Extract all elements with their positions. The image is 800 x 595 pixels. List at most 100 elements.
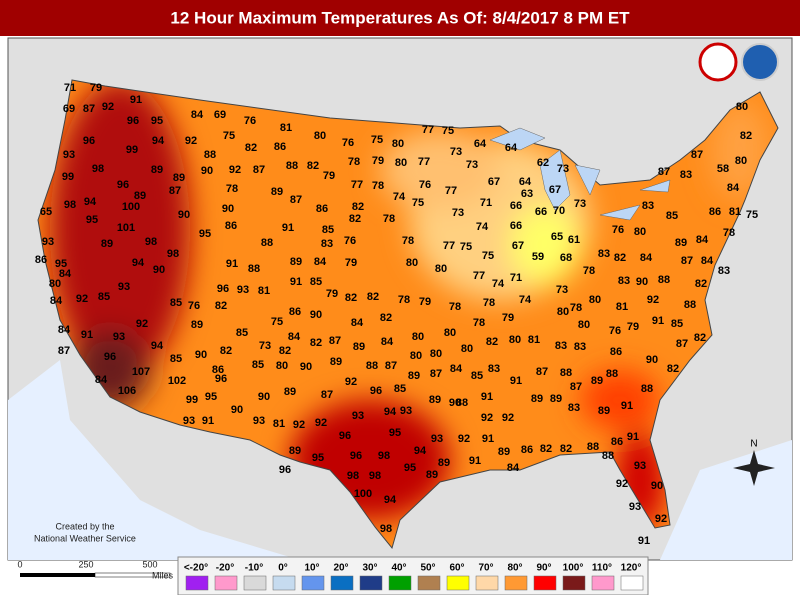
temperature-reading: 101 xyxy=(117,222,135,234)
temperature-reading: 95 xyxy=(205,391,217,403)
temperature-reading: 87 xyxy=(58,345,70,357)
legend-swatch xyxy=(272,575,296,591)
temperature-reading: 87 xyxy=(681,255,693,267)
temperature-reading: 81 xyxy=(616,301,628,313)
temperature-reading: 99 xyxy=(62,171,74,183)
temperature-reading: 75 xyxy=(442,125,454,137)
temperature-reading: 92 xyxy=(616,478,628,490)
temperature-reading: 83 xyxy=(321,238,333,250)
temperature-reading: 90 xyxy=(449,397,461,409)
legend-label: 40° xyxy=(391,563,406,574)
temperature-reading: 82 xyxy=(380,312,392,324)
temperature-reading: 88 xyxy=(602,450,614,462)
temperature-reading: 99 xyxy=(126,144,138,156)
temperature-reading: 83 xyxy=(555,340,567,352)
legend-swatch xyxy=(330,575,354,591)
temperature-reading: 80 xyxy=(557,306,569,318)
temperature-reading: 84 xyxy=(58,324,71,336)
temperature-reading: 93 xyxy=(253,415,265,427)
temperature-reading: 73 xyxy=(466,159,478,171)
temperature-reading: 87 xyxy=(570,381,582,393)
temperature-reading: 82 xyxy=(740,130,752,142)
temperature-reading: 73 xyxy=(574,198,586,210)
temperature-reading: 89 xyxy=(438,457,450,469)
temperature-reading: 94 xyxy=(84,196,97,208)
scale-label: 250 xyxy=(78,559,93,569)
temperature-reading: 91 xyxy=(627,431,639,443)
temperature-reading: 89 xyxy=(134,190,146,202)
temperature-reading: 90 xyxy=(153,264,165,276)
temperature-reading: 82 xyxy=(560,443,572,455)
temperature-reading: 80 xyxy=(435,263,447,275)
temperature-reading: 85 xyxy=(394,383,406,395)
temperature-reading: 80 xyxy=(410,350,422,362)
temperature-reading: 91 xyxy=(81,329,93,341)
temperature-reading: 67 xyxy=(549,184,561,196)
temperature-reading: 83 xyxy=(618,275,630,287)
temperature-reading: 69 xyxy=(63,103,75,115)
temperature-reading: 84 xyxy=(727,182,740,194)
temperature-reading: 80 xyxy=(412,331,424,343)
temperature-reading: 69 xyxy=(214,109,226,121)
temperature-reading: 93 xyxy=(118,281,130,293)
temperature-reading: 102 xyxy=(168,375,186,387)
temperature-reading: 89 xyxy=(101,238,113,250)
temperature-reading: 89 xyxy=(408,370,420,382)
temperature-reading: 78 xyxy=(570,302,582,314)
temperature-reading: 89 xyxy=(531,393,543,405)
temperature-reading: 88 xyxy=(286,160,298,172)
temperature-reading: 89 xyxy=(271,186,283,198)
temperature-reading: 84 xyxy=(351,317,364,329)
legend-swatch xyxy=(388,575,412,591)
temperature-reading: 80 xyxy=(735,155,747,167)
legend-label: 30° xyxy=(362,563,377,574)
temperature-reading: 88 xyxy=(261,237,273,249)
temperature-reading: 84 xyxy=(50,295,63,307)
temperature-reading: 89 xyxy=(284,386,296,398)
legend-swatch xyxy=(243,575,267,591)
legend-label: <-20° xyxy=(184,563,208,574)
temperature-reading: 87 xyxy=(430,368,442,380)
temperature-reading: 95 xyxy=(86,214,98,226)
legend-label: 100° xyxy=(563,563,584,574)
temperature-reading: 82 xyxy=(220,345,232,357)
legend-swatch xyxy=(359,575,383,591)
legend-swatch xyxy=(185,575,209,591)
temperature-reading: 88 xyxy=(684,299,696,311)
temperature-reading: 91 xyxy=(130,94,142,106)
temperature-reading: 78 xyxy=(583,265,595,277)
temperature-reading: 87 xyxy=(329,335,341,347)
temperature-reading: 79 xyxy=(419,296,431,308)
temperature-reading: 91 xyxy=(290,276,302,288)
legend-swatch xyxy=(533,575,557,591)
temperature-reading: 67 xyxy=(512,240,524,252)
temperature-reading: 100 xyxy=(354,488,372,500)
temperature-reading: 73 xyxy=(557,163,569,175)
temperature-reading: 82 xyxy=(614,252,626,264)
temperature-reading: 93 xyxy=(237,284,249,296)
temperature-reading: 77 xyxy=(443,240,455,252)
temperature-reading: 82 xyxy=(694,332,706,344)
temperature-reading: 81 xyxy=(258,285,270,297)
temperature-reading: 88 xyxy=(587,441,599,453)
temperature-reading: 77 xyxy=(445,185,457,197)
temperature-reading: 85 xyxy=(252,359,264,371)
legend-swatch xyxy=(417,575,441,591)
credit: Created by the xyxy=(55,521,114,531)
temperature-reading: 98 xyxy=(167,248,179,260)
temperature-reading: 78 xyxy=(383,213,395,225)
legend-swatch xyxy=(446,575,470,591)
temperature-reading: 87 xyxy=(658,166,670,178)
temperature-reading: 87 xyxy=(253,164,265,176)
temperature-reading: 77 xyxy=(351,179,363,191)
temperature-reading: 98 xyxy=(369,470,381,482)
temperature-reading: 67 xyxy=(488,176,500,188)
temperature-reading: 92 xyxy=(481,412,493,424)
temperature-reading: 92 xyxy=(76,293,88,305)
temperature-reading: 91 xyxy=(282,222,294,234)
temperature-reading: 90 xyxy=(178,209,190,221)
legend-label: 80° xyxy=(507,563,522,574)
temperature-reading: 87 xyxy=(536,366,548,378)
temperature-reading: 91 xyxy=(482,433,494,445)
